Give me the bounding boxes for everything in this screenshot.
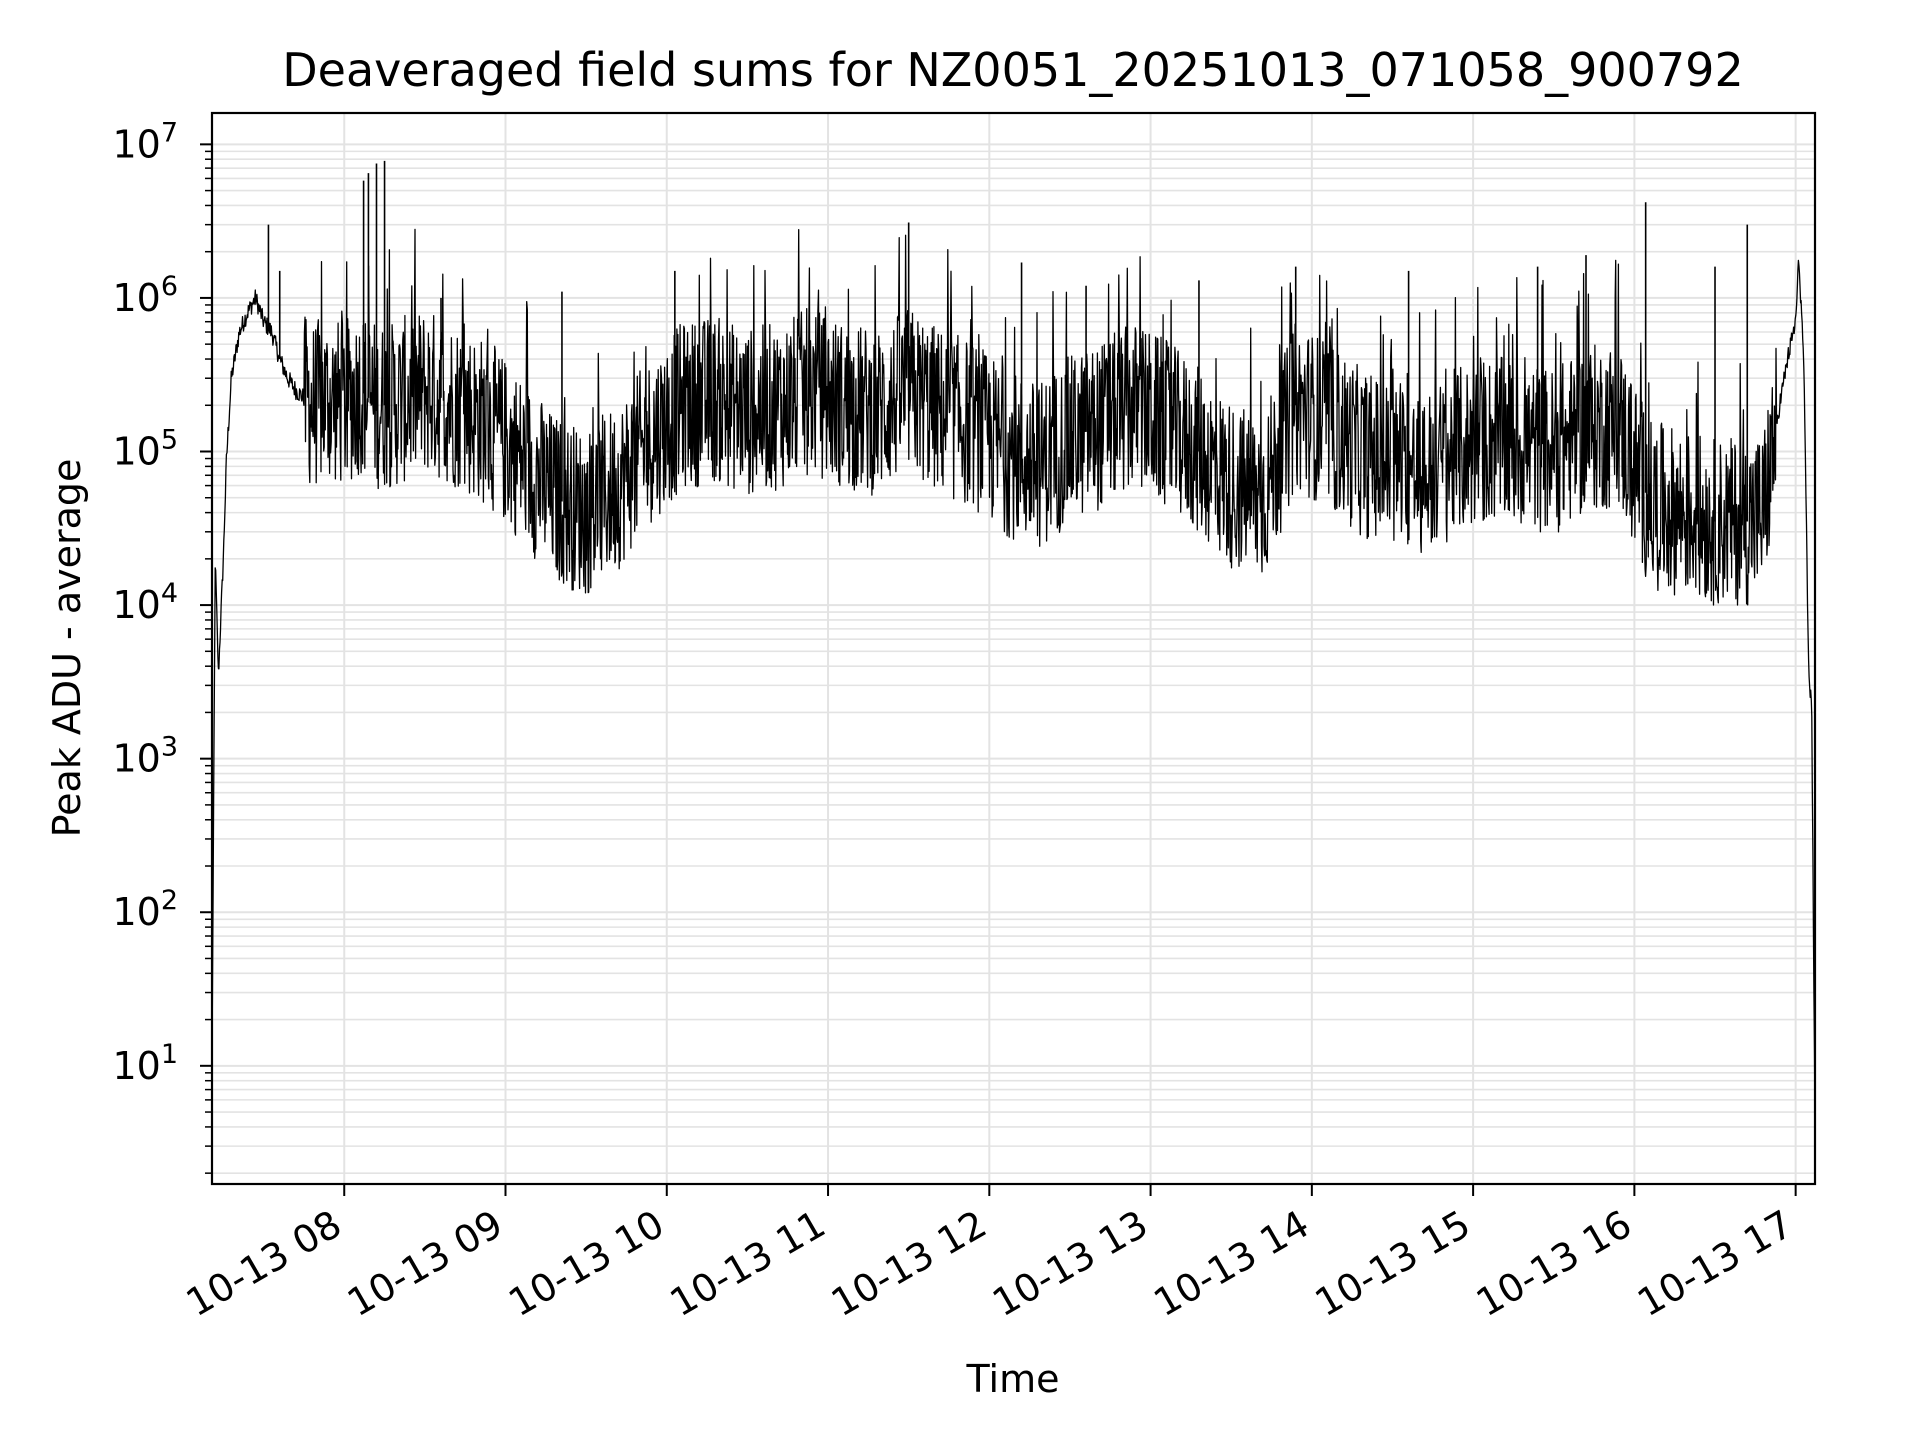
y-axis: 101 102 103 104 105 106 107 <box>112 117 212 1174</box>
x-tick-label: 10-13 10 <box>501 1202 671 1326</box>
x-tick-label: 10-13 11 <box>663 1202 833 1326</box>
y-tick-label: 106 <box>112 271 178 320</box>
y-axis-label: Peak ADU - average <box>45 459 89 838</box>
y-tick-label: 105 <box>112 425 178 474</box>
series-line <box>211 228 1816 1128</box>
x-axis-label: Time <box>966 1357 1060 1401</box>
series-group <box>211 160 1816 1128</box>
plot-frame <box>210 111 1817 1186</box>
chart-title: Deaveraged field sums for NZ0051_2025101… <box>282 43 1743 97</box>
x-tick-label: 10-13 17 <box>1630 1202 1800 1326</box>
x-tick-label: 10-13 16 <box>1469 1202 1639 1326</box>
x-tick-label: 10-13 15 <box>1308 1202 1478 1326</box>
x-tick-label: 10-13 14 <box>1146 1202 1316 1326</box>
x-tick-label: 10-13 09 <box>340 1202 510 1326</box>
y-tick-label: 104 <box>112 578 178 627</box>
y-tick-label: 101 <box>112 1039 178 1088</box>
x-tick-label: 10-13 08 <box>179 1202 349 1326</box>
x-tick-label: 10-13 12 <box>824 1202 994 1326</box>
y-tick-label: 102 <box>112 885 178 934</box>
y-tick-label: 103 <box>112 732 178 781</box>
x-tick-label: 10-13 13 <box>985 1202 1155 1326</box>
grid <box>212 113 1815 1184</box>
y-tick-label: 107 <box>112 117 178 166</box>
